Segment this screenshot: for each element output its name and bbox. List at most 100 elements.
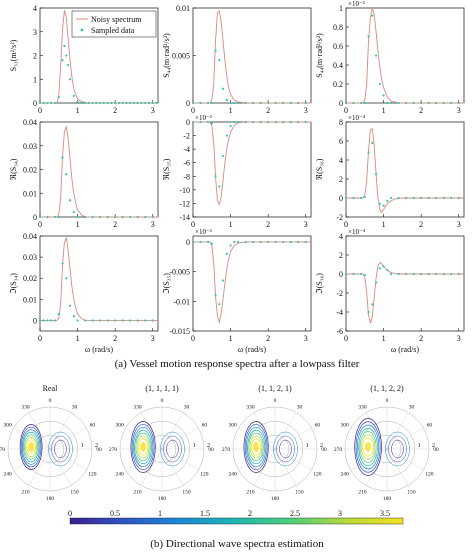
subplot-ImS36: -6 -4 -2 0 2 4 0 1 2 3 ×10⁻⁴ ℑ(S₃₆) ω (rad/s): [315, 228, 465, 354]
sampled-data-point: [259, 240, 262, 244]
polar-spoke: [238, 427, 276, 450]
sampled-data-point: [405, 272, 408, 276]
sampled-data-point: [46, 215, 49, 219]
sampled-data-point: [65, 173, 68, 176]
ytick-label: -4: [183, 145, 190, 154]
sampled-data-point: [244, 120, 247, 124]
xtick-label: 0: [344, 334, 348, 343]
polar-spoke: [238, 448, 276, 471]
sampled-data-point: [199, 240, 202, 244]
sampled-data-point: [229, 124, 232, 128]
sampled-data-point: [233, 240, 236, 244]
spectrum-contour-secondary: [279, 439, 292, 459]
sampled-data-point: [76, 100, 79, 103]
sampled-data-point: [244, 101, 247, 105]
x-axis-label: ω (rad/s): [85, 345, 113, 354]
polar-angle-label: 330: [358, 405, 367, 411]
sampled-data-point: [371, 303, 374, 306]
sampled-data-point: [91, 319, 94, 322]
xtick-label: 1: [76, 220, 80, 229]
sampled-data-point: [110, 101, 113, 105]
polar-angle-label: 180: [46, 496, 55, 502]
spectrum-contour: [26, 439, 36, 455]
sampled-data-point: [397, 272, 400, 276]
xtick-label: 3: [151, 220, 155, 229]
ytick-label: 0: [33, 99, 37, 108]
sampled-data-point: [136, 101, 139, 105]
sampled-data-point: [106, 215, 109, 219]
sampled-data-point: [378, 202, 381, 205]
xtick-label: 0: [38, 106, 42, 115]
legend-box: [71, 10, 157, 38]
ytick-label: 1: [339, 4, 343, 13]
spectrum-contour: [21, 429, 41, 465]
sampled-data-point: [67, 63, 70, 67]
sampled-data-point: [106, 319, 109, 322]
polar-spoke: [161, 448, 199, 471]
sampled-data-point: [106, 101, 109, 105]
xtick-label: 2: [113, 334, 117, 343]
polar-angle-label: 240: [228, 472, 237, 478]
sampled-data-point: [304, 101, 307, 105]
spectrum-contour-secondary: [391, 439, 404, 459]
polar-spoke: [274, 412, 297, 450]
polar-angle-label: 30: [184, 405, 190, 411]
sampled-data-point: [151, 215, 154, 219]
sampled-data-point: [136, 319, 139, 322]
sampled-data-point: [42, 101, 45, 105]
sampled-data-point: [68, 199, 72, 202]
axis-exponent: ×10⁻⁴: [348, 228, 366, 236]
polar-spoke: [49, 427, 87, 450]
sampled-data-point: [236, 101, 240, 105]
polar-angle-label: 240: [340, 472, 349, 478]
sampled-data-point: [236, 240, 240, 244]
colorbar-tick-label: 2: [248, 509, 252, 518]
sampled-data-point: [140, 101, 143, 105]
polar-title: (1, 1, 1, 1): [145, 384, 179, 393]
polar-spoke: [13, 427, 51, 450]
subplot-ImS34: 0 0.01 0.02 0.03 0.04 0 1 2 3 ℑ(S₃₄) ω (rad/s): [9, 232, 159, 354]
polar-polar-1111: (1, 1, 1, 1) 0 30 60 90 120 150 180 210 240 270 300…: [109, 384, 214, 502]
noisy-spectrum-line: [346, 127, 464, 214]
ytick-label: 0.01: [23, 295, 37, 304]
ytick-label: 0: [186, 238, 190, 247]
sampled-data-point: [76, 319, 79, 322]
sampled-data-point: [427, 272, 430, 276]
axis-exponent: ×10⁻⁴: [348, 114, 366, 122]
sampled-data-point: [57, 313, 60, 316]
sampled-data-point: [91, 101, 94, 105]
sampled-data-point: [297, 240, 300, 244]
polar-angle-label: 150: [295, 489, 304, 495]
ytick-label: 4: [339, 156, 343, 165]
sampled-data-point: [225, 134, 228, 137]
sampled-data-point: [99, 215, 102, 219]
sampled-data-point: [114, 215, 117, 219]
colorbar-tick-label: 0.5: [110, 509, 120, 518]
sampled-data-point: [267, 120, 270, 124]
polar-angle-label: 210: [133, 489, 142, 495]
polar-spoke: [28, 412, 51, 450]
legend-point-swatch: [80, 28, 84, 32]
sampled-data-point: [389, 272, 393, 276]
spectrum-peak: [28, 442, 35, 452]
ytick-label: -2: [183, 132, 190, 141]
polar-title: (1, 1, 2, 1): [258, 384, 292, 393]
sampled-data-point: [121, 319, 124, 322]
axes-box: [345, 121, 465, 218]
sampled-data-point: [289, 101, 292, 105]
sampled-data-point: [65, 54, 68, 57]
noisy-spectrum-line: [346, 261, 464, 324]
sampled-data-point: [282, 101, 285, 105]
sampled-data-point: [378, 82, 381, 86]
colorbar-tick-label: 0: [68, 509, 72, 518]
sampled-data-point: [457, 272, 460, 276]
sampled-data-point: [274, 120, 277, 124]
ytick-label: -6: [336, 327, 343, 336]
polar-angle-label: 0: [49, 398, 52, 404]
sampled-data-point: [267, 240, 270, 244]
subplot-ReS34: 0 0.01 0.02 0.03 0.04 0 1 2 3 ℜ(S₃₄): [9, 118, 159, 229]
sampled-data-point: [442, 196, 445, 200]
sampled-data-point: [420, 272, 423, 276]
sampled-data-point: [389, 196, 393, 200]
polar-angle-label: 330: [21, 405, 30, 411]
